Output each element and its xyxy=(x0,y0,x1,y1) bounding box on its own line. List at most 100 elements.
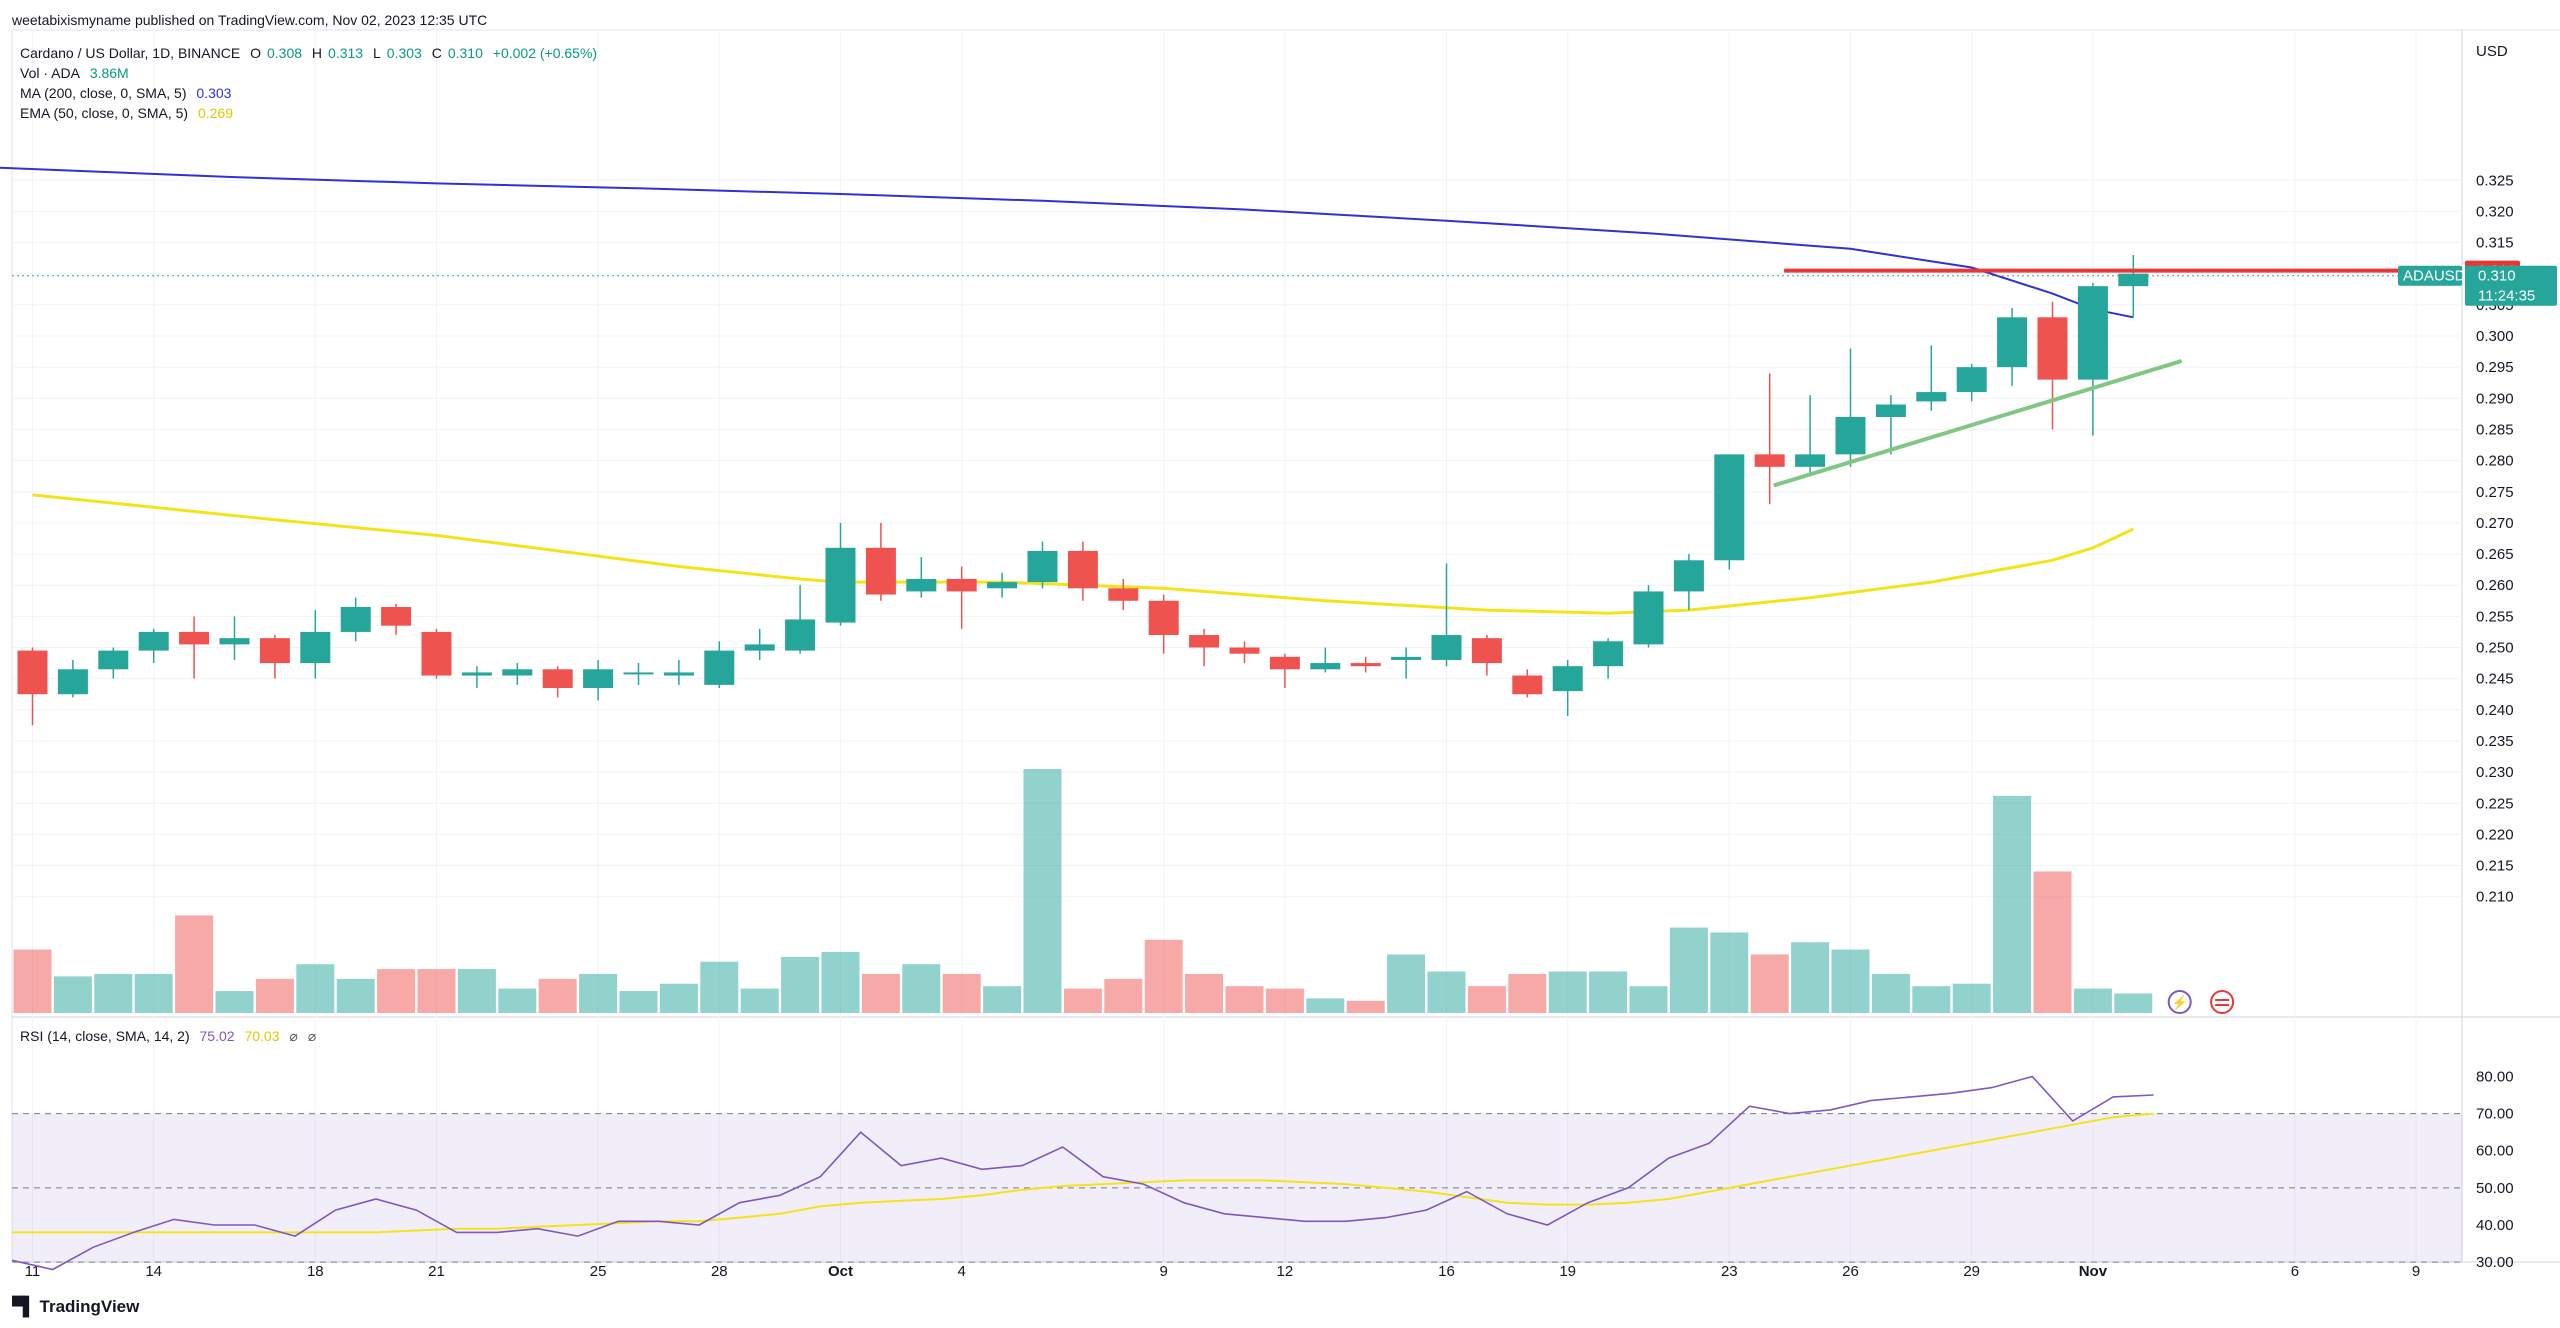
volume-bar xyxy=(1629,986,1668,1013)
volume-bar xyxy=(579,973,618,1013)
rsi-line xyxy=(11,1075,2154,1271)
volume-bar xyxy=(1952,983,1991,1013)
volume-bar xyxy=(1225,986,1264,1013)
volume-bar xyxy=(2114,993,2153,1013)
candle-body xyxy=(1148,600,1179,636)
close-value: 0.310 xyxy=(447,45,483,61)
candle-body xyxy=(1835,416,1866,455)
volume-bar xyxy=(498,988,537,1013)
candle-body xyxy=(421,631,452,676)
candle-body xyxy=(1108,588,1139,601)
candle-body xyxy=(179,631,210,645)
price-tick-label: 0.295 xyxy=(2476,359,2514,376)
candle-body xyxy=(1471,638,1502,664)
price-tick-label: 0.220 xyxy=(2476,826,2514,843)
price-tick-label: 0.235 xyxy=(2476,733,2514,750)
price-tick-label: 0.320 xyxy=(2476,203,2514,220)
time-tick-label: 25 xyxy=(590,1263,607,1280)
symbol-name[interactable]: Cardano / US Dollar, 1D, BINANCE xyxy=(20,45,241,61)
volume-value: 3.86M xyxy=(89,65,129,81)
candle-body xyxy=(987,582,1018,589)
support-trendline[interactable] xyxy=(1773,359,2183,488)
candle-body xyxy=(381,607,412,626)
symbol-legend[interactable]: Cardano / US Dollar, 1D, BINANCE O 0.308 … xyxy=(20,45,603,61)
volume-bar xyxy=(1710,932,1749,1013)
volume-bar xyxy=(1346,1000,1385,1013)
volume-bar xyxy=(1023,769,1062,1013)
volume-bar xyxy=(659,983,698,1013)
tradingview-name: TradingView xyxy=(39,1297,140,1316)
candle-body xyxy=(623,672,654,675)
rsi-tick-label: 80.00 xyxy=(2476,1068,2514,1085)
candle-body xyxy=(825,547,856,623)
rsi-ma-value: 70.03 xyxy=(244,1028,280,1044)
candle-body xyxy=(1391,656,1422,660)
volume-bar xyxy=(821,952,860,1013)
price-tick-label: 0.215 xyxy=(2476,858,2514,875)
volume-bar xyxy=(53,976,92,1013)
volume-bar xyxy=(1063,988,1102,1013)
rsi-legend[interactable]: RSI (14, close, SMA, 14, 2) 75.02 70.03 … xyxy=(20,1028,322,1045)
rsi-label: RSI (14, close, SMA, 14, 2) xyxy=(20,1028,190,1044)
volume-bar xyxy=(861,973,900,1013)
volume-bar xyxy=(1791,942,1830,1013)
volume-bar xyxy=(1831,949,1870,1013)
candle-body xyxy=(663,672,694,676)
flag-event-icon[interactable] xyxy=(2210,990,2235,1014)
price-tick-label: 0.315 xyxy=(2476,235,2514,252)
volume-bar xyxy=(1508,973,1547,1013)
volume-bar xyxy=(1144,939,1183,1013)
candle-body xyxy=(2118,273,2149,287)
rsi-tick-label: 60.00 xyxy=(2476,1143,2514,1160)
volume-bar xyxy=(417,969,456,1013)
volume-bar xyxy=(1467,986,1506,1013)
ema50-line xyxy=(32,493,2134,615)
volume-bar xyxy=(377,969,416,1013)
candle-body xyxy=(1633,591,1664,645)
countdown-label: 11:24:35 xyxy=(2478,288,2535,305)
candle-body xyxy=(502,669,533,676)
volume-bar xyxy=(296,964,335,1013)
candle-body xyxy=(946,578,977,592)
candle-body xyxy=(1067,550,1098,589)
candle-body xyxy=(1552,666,1583,692)
ma-legend[interactable]: MA (200, close, 0, SMA, 5) 0.303 xyxy=(20,85,237,101)
volume-label: Vol · ADA xyxy=(20,65,80,81)
volume-bar xyxy=(1589,971,1628,1013)
candle-body xyxy=(1310,663,1341,670)
volume-bar xyxy=(1993,795,2032,1013)
volume-bar xyxy=(94,973,133,1013)
price-tick-label: 0.255 xyxy=(2476,608,2514,625)
candle-body xyxy=(865,547,896,595)
candle-body xyxy=(1593,641,1624,667)
volume-bar xyxy=(336,978,375,1013)
volume-bar xyxy=(1871,973,1910,1013)
candle-body xyxy=(300,631,331,664)
ema-legend[interactable]: EMA (50, close, 0, SMA, 5) 0.269 xyxy=(20,105,239,121)
price-tick-label: 0.250 xyxy=(2476,640,2514,657)
tradingview-logo[interactable]: ▀▌ TradingView xyxy=(12,1296,139,1317)
ma200-line xyxy=(0,166,2134,319)
currency-label: USD xyxy=(2476,43,2508,60)
dividend-event-icon[interactable] xyxy=(2167,990,2192,1014)
volume-bar xyxy=(1750,954,1789,1013)
candle-body xyxy=(1997,317,2028,368)
candle-body xyxy=(1350,663,1381,667)
rsi-tick-label: 30.00 xyxy=(2476,1254,2514,1271)
close-label: C xyxy=(431,45,442,61)
rsi-value: 75.02 xyxy=(199,1028,235,1044)
volume-bar xyxy=(1669,927,1708,1013)
volume-bar xyxy=(255,978,294,1013)
candle-body xyxy=(704,650,735,685)
time-tick-label: 12 xyxy=(1277,1263,1294,1280)
price-tick-label: 0.325 xyxy=(2476,172,2514,189)
volume-bar xyxy=(700,961,739,1013)
volume-bar xyxy=(215,991,254,1013)
price-tick-label: 0.230 xyxy=(2476,764,2514,781)
candle-body xyxy=(1956,367,1987,393)
price-tick-label: 0.225 xyxy=(2476,795,2514,812)
price-tick-label: 0.275 xyxy=(2476,484,2514,501)
candle-body xyxy=(1512,675,1543,695)
volume-legend[interactable]: Vol · ADA 3.86M xyxy=(20,65,135,81)
